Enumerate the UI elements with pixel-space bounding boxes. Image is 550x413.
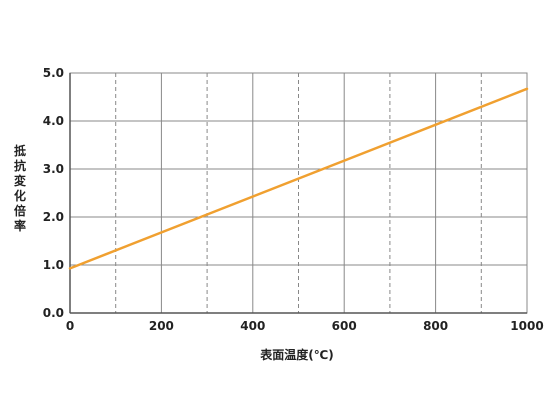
- x-axis-title: 表面温度(℃): [259, 347, 334, 362]
- y-tick-label: 1.0: [43, 258, 64, 272]
- y-axis-title-char: 変: [14, 173, 27, 188]
- y-tick-label: 3.0: [43, 162, 64, 176]
- y-tick-label: 2.0: [43, 210, 64, 224]
- y-axis-title-char: 抵: [14, 143, 26, 158]
- x-tick-label: 800: [423, 319, 448, 333]
- series-layer: [68, 87, 529, 270]
- x-tick-label: 200: [149, 319, 174, 333]
- series-line: [68, 87, 529, 270]
- x-tick-label: 1000: [510, 319, 543, 333]
- grid: [69, 72, 528, 314]
- y-tick-label: 4.0: [43, 114, 64, 128]
- y-tick-labels: 0.0 1.0 2.0 3.0 4.0 5.0: [43, 66, 64, 320]
- y-axis-title-char: 抗: [14, 158, 26, 173]
- x-tick-label: 0: [66, 319, 74, 333]
- y-axis-title-char: 化: [14, 188, 26, 203]
- x-tick-label: 400: [240, 319, 265, 333]
- x-tick-labels: 0 200 400 600 800 1000: [66, 319, 544, 333]
- y-axis-title-char: 倍: [14, 203, 26, 218]
- y-axis-title-char: 率: [14, 218, 26, 233]
- x-tick-label: 600: [332, 319, 357, 333]
- y-tick-label: 0.0: [43, 306, 64, 320]
- y-tick-label: 5.0: [43, 66, 64, 80]
